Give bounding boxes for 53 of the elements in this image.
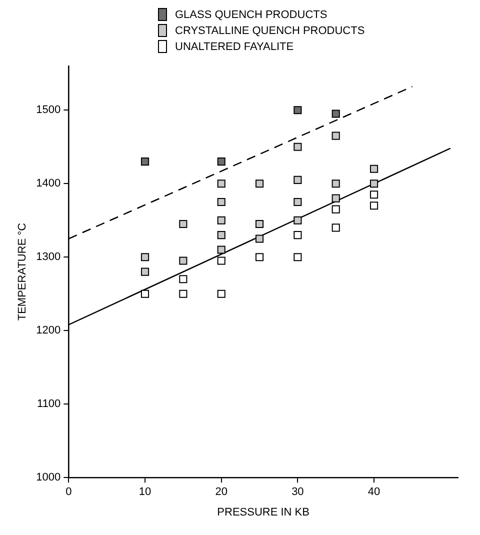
point — [255, 220, 264, 228]
point — [217, 256, 226, 265]
point — [217, 231, 226, 240]
y-tick-label: 1100 — [37, 398, 61, 410]
point — [255, 234, 264, 243]
y-tick-label: 1400 — [36, 178, 61, 190]
legend-label: GLASS QUENCH PRODUCTS — [175, 8, 328, 20]
y-tick-label: 1500 — [36, 104, 61, 116]
point — [370, 190, 378, 199]
x-tick-label: 30 — [292, 486, 304, 498]
legend-label: UNALTERED FAYALITE — [175, 40, 294, 52]
point — [179, 290, 188, 298]
point — [294, 142, 302, 151]
point — [332, 194, 340, 202]
point — [140, 268, 150, 276]
point — [217, 158, 226, 166]
point — [332, 180, 340, 188]
x-axis-title: PRESSURE IN KB — [217, 506, 310, 518]
x-tick-label: 40 — [368, 486, 380, 498]
point — [332, 205, 340, 214]
point — [217, 290, 226, 298]
point — [294, 106, 302, 114]
point — [370, 164, 378, 173]
point — [332, 224, 340, 232]
x-tick-label: 10 — [138, 486, 152, 498]
y-tick-label: 1300 — [36, 251, 61, 264]
point — [217, 216, 226, 224]
x-tick-label: 0 — [66, 486, 72, 498]
point — [294, 198, 302, 206]
y-tick-label: 1000 — [36, 472, 61, 484]
point — [140, 158, 150, 166]
point — [140, 253, 150, 262]
point — [332, 132, 340, 140]
point — [179, 256, 188, 265]
point — [294, 176, 302, 184]
legend-label: CRYSTALLINE QUENCH PRODUCTS — [175, 24, 365, 36]
y-tick-label: 1200 — [36, 324, 61, 337]
point — [370, 202, 378, 210]
point — [217, 180, 226, 188]
x-tick-label: 20 — [215, 486, 228, 498]
point — [332, 110, 340, 118]
y-axis-title: TEMPERATURE °C — [16, 222, 29, 321]
point — [294, 231, 302, 240]
point — [255, 180, 264, 188]
point — [370, 180, 378, 188]
point — [217, 246, 226, 254]
point — [294, 216, 302, 224]
point — [255, 253, 264, 262]
point — [294, 253, 302, 262]
point — [179, 275, 188, 284]
point — [179, 220, 188, 228]
point — [140, 290, 150, 298]
point — [217, 198, 226, 206]
